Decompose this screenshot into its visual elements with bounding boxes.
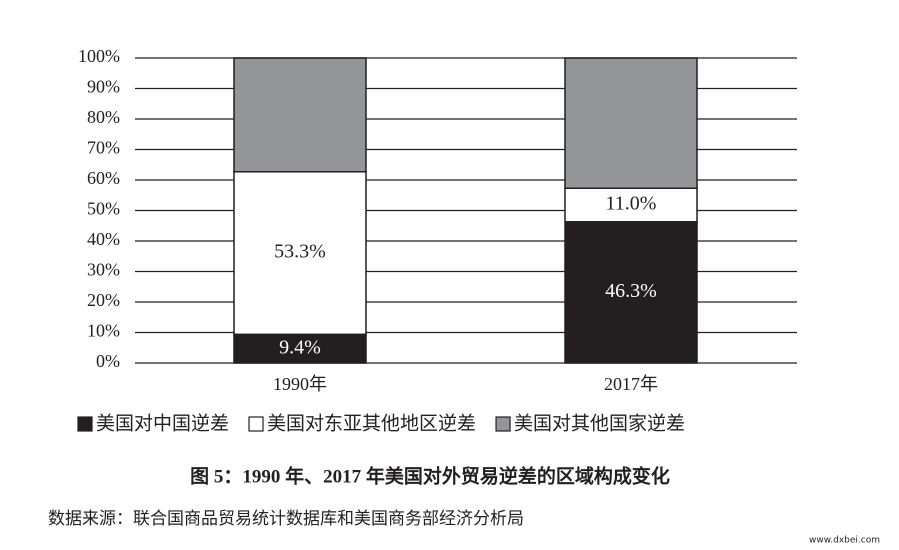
- y-tick-label: 20%: [87, 290, 120, 310]
- watermark: www.dxbei.com: [809, 536, 880, 546]
- value-label: 46.3%: [605, 280, 657, 302]
- bar-segment: [564, 57, 698, 189]
- y-tick-label: 70%: [87, 138, 120, 158]
- y-tick-label: 100%: [78, 46, 120, 66]
- y-tick-label: 40%: [87, 229, 120, 249]
- source: 数据来源：联合国商品贸易统计数据库和美国商务部经济分析局: [48, 509, 524, 528]
- y-tick-label: 50%: [87, 199, 120, 219]
- value-label: 53.3%: [274, 241, 326, 263]
- y-tick-label: 10%: [87, 321, 120, 341]
- legend-swatch: [495, 416, 511, 432]
- y-tick-label: 0%: [96, 351, 120, 371]
- bar-segment: [564, 221, 698, 364]
- y-tick-label: 80%: [87, 107, 120, 127]
- legend-swatch: [248, 416, 264, 432]
- bar-segment: [564, 187, 698, 223]
- y-tick-label: 60%: [87, 168, 120, 188]
- bar-segment: [233, 171, 367, 336]
- y-tick-label: 30%: [87, 260, 120, 280]
- value-label: 9.4%: [279, 336, 321, 358]
- bar-segment: [233, 57, 367, 173]
- caption: 图 5：1990 年、2017 年美国对外贸易逆差的区域构成变化: [190, 464, 670, 487]
- value-label: 11.0%: [606, 193, 657, 215]
- legend-label: 美国对东亚其他地区逆差: [267, 412, 476, 434]
- x-tick-label: 2017年: [604, 374, 658, 394]
- legend-label: 美国对中国逆差: [96, 412, 229, 434]
- legend-label: 美国对其他国家逆差: [514, 412, 685, 434]
- y-tick-label: 90%: [87, 77, 120, 97]
- legend-swatch: [77, 416, 93, 432]
- x-tick-label: 1990年: [273, 374, 327, 394]
- bar-segment: [233, 333, 367, 364]
